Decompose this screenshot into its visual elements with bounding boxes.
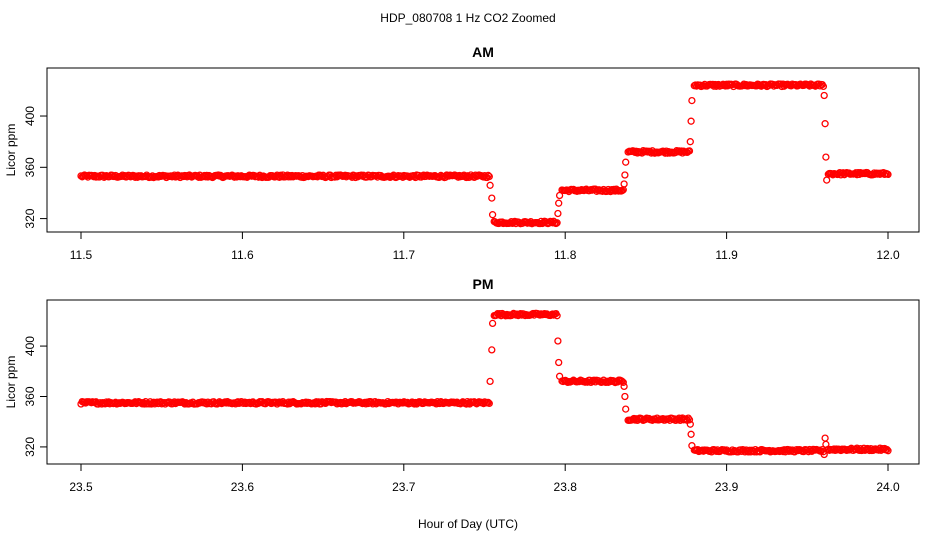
data-point xyxy=(555,372,564,380)
data-point xyxy=(555,191,564,200)
x-tick-label: 23.7 xyxy=(392,480,416,494)
data-point xyxy=(619,378,627,387)
data-point xyxy=(620,382,628,391)
data-point xyxy=(618,187,626,195)
data-point xyxy=(684,414,692,422)
data-point xyxy=(686,420,694,428)
data-point xyxy=(686,138,694,146)
x-tick-label: 23.5 xyxy=(69,480,93,494)
x-tick-label: 11.8 xyxy=(554,248,577,262)
data-point xyxy=(484,398,492,407)
data-point xyxy=(484,171,492,180)
panel-title: PM xyxy=(473,276,494,292)
series-points xyxy=(77,80,892,228)
y-tick-label: 360 xyxy=(23,386,37,406)
data-point xyxy=(488,319,497,328)
data-point xyxy=(821,434,829,442)
panel-am: AM 11.5 11.6 11.7 11.8 11.9 12.0 320 360 400 Licor… xyxy=(4,44,920,262)
data-point xyxy=(553,219,561,227)
data-point xyxy=(884,170,892,179)
y-tick-label: 360 xyxy=(23,157,37,177)
panel-title: AM xyxy=(472,44,494,60)
x-tick-label: 23.6 xyxy=(231,480,255,494)
x-tick-label: 11.9 xyxy=(715,248,738,262)
y-tick-label: 400 xyxy=(23,106,37,126)
data-point xyxy=(822,153,830,161)
y-axis-label: Licor ppm xyxy=(4,124,18,177)
panel-pm: PM 23.5 23.6 23.7 23.8 23.9 24.0 320 360 400 Licor… xyxy=(4,276,920,494)
data-point xyxy=(819,82,828,91)
y-tick-label: 400 xyxy=(23,336,37,356)
data-point xyxy=(822,440,830,449)
data-point xyxy=(820,450,828,459)
data-point xyxy=(485,399,493,408)
x-tick-label: 12.0 xyxy=(876,248,900,262)
data-point xyxy=(553,312,561,320)
panels: AM 11.5 11.6 11.7 11.8 11.9 12.0 320 360 400 Licor… xyxy=(4,44,920,494)
figure-title: HDP_080708 1 Hz CO2 Zoomed xyxy=(380,11,555,25)
data-point xyxy=(485,172,493,181)
data-point xyxy=(688,442,696,450)
data-point xyxy=(620,180,628,188)
data-point xyxy=(820,91,828,100)
data-point xyxy=(687,430,695,438)
data-point xyxy=(685,416,694,424)
data-point xyxy=(554,209,562,218)
data-point xyxy=(555,358,563,367)
data-point xyxy=(621,171,629,179)
data-point xyxy=(884,447,892,455)
x-tick-label: 24.0 xyxy=(876,480,900,494)
plot-frame xyxy=(46,299,920,465)
x-tick-label: 11.6 xyxy=(231,248,254,262)
x-tick-label: 23.9 xyxy=(715,480,739,494)
x-tick-label: 11.5 xyxy=(70,248,93,262)
plot-frame xyxy=(46,67,920,233)
data-point xyxy=(823,176,831,184)
x-tick-label: 11.7 xyxy=(393,248,416,262)
series-points xyxy=(77,309,892,459)
data-point xyxy=(688,96,696,105)
data-point xyxy=(554,337,562,345)
data-point xyxy=(821,120,829,128)
data-point xyxy=(488,194,496,202)
data-point xyxy=(486,181,494,189)
data-point xyxy=(685,147,694,155)
y-tick-label: 320 xyxy=(23,208,37,228)
data-point xyxy=(548,310,557,318)
data-point xyxy=(488,346,496,354)
data-point xyxy=(687,117,695,125)
data-point xyxy=(621,392,629,401)
data-point xyxy=(488,211,497,219)
data-point xyxy=(486,377,494,386)
data-point xyxy=(622,405,630,413)
figure-xlabel: Hour of Day (UTC) xyxy=(418,517,518,531)
y-tick-label: 320 xyxy=(23,437,37,457)
data-point xyxy=(555,199,563,207)
data-point xyxy=(883,445,891,454)
x-tick-label: 23.8 xyxy=(554,480,578,494)
data-point xyxy=(622,158,630,166)
y-axis-label: Licor ppm xyxy=(4,356,18,409)
